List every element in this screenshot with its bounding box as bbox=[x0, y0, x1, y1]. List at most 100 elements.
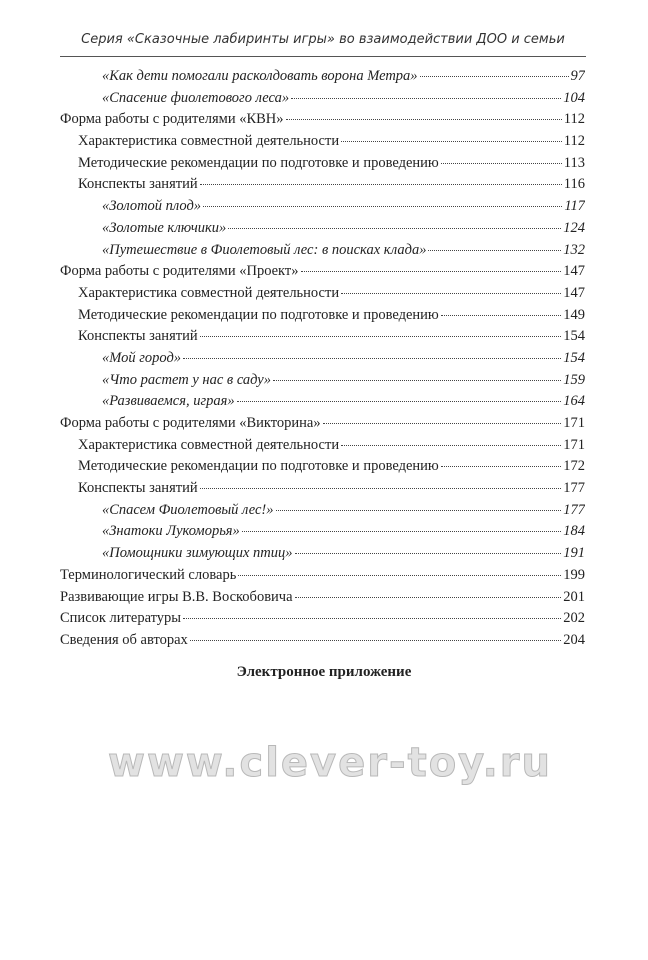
toc-entry[interactable]: «Мой город» 154 bbox=[60, 348, 585, 370]
toc-entry[interactable]: «Как дети помогали расколдовать ворона М… bbox=[60, 66, 585, 88]
toc-entry-page: 97 bbox=[570, 68, 586, 84]
toc-entry-title: «Золотые ключики» bbox=[102, 219, 227, 236]
toc-entry[interactable]: Конспекты занятий 177 bbox=[60, 478, 585, 500]
dot-leader bbox=[428, 249, 562, 251]
dot-leader bbox=[238, 574, 562, 576]
toc-entry-page: 201 bbox=[563, 588, 585, 605]
toc-entry[interactable]: «Золотой плод» 117 bbox=[60, 196, 585, 218]
toc-entry-title: Форма работы с родителями «Проект» bbox=[60, 263, 299, 280]
toc-entry-title: Форма работы с родителями «Викторина» bbox=[60, 415, 321, 431]
toc-entry-page: 171 bbox=[563, 415, 585, 431]
toc-entry-page: 117 bbox=[564, 198, 585, 215]
dot-leader bbox=[228, 227, 562, 229]
dot-leader bbox=[341, 141, 562, 143]
toc-entry[interactable]: Развивающие игры В.В. Воскобовича 201 bbox=[60, 587, 585, 609]
toc-entry-title: «Золотой плод» bbox=[102, 198, 202, 215]
toc-entry-title: Конспекты занятий bbox=[78, 328, 198, 345]
toc-entry-title: Сведения об авторах bbox=[60, 631, 188, 648]
toc-entry-page: 113 bbox=[563, 154, 585, 171]
dot-leader bbox=[203, 206, 563, 208]
dot-leader bbox=[294, 553, 562, 555]
dot-leader bbox=[199, 488, 562, 490]
toc-entry-title: Конспекты занятий bbox=[78, 176, 198, 193]
toc-entry[interactable]: Конспекты занятий 154 bbox=[60, 326, 585, 348]
toc-entry-title: Развивающие игры В.В. Воскобовича bbox=[60, 588, 293, 605]
dot-leader bbox=[275, 509, 562, 511]
dot-leader bbox=[440, 466, 562, 468]
toc-entry[interactable]: Сведения об авторах 204 bbox=[60, 630, 585, 652]
toc-entry-page: 112 bbox=[563, 111, 585, 128]
toc-entry-page: 112 bbox=[563, 133, 585, 150]
dot-leader bbox=[440, 314, 562, 316]
toc-entry-title: «Мой город» bbox=[102, 349, 182, 366]
toc-entry-page: 199 bbox=[563, 566, 585, 583]
dot-leader bbox=[199, 184, 562, 186]
toc-entry[interactable]: Методические рекомендации по подготовке … bbox=[60, 456, 585, 478]
toc-entry[interactable]: «Знатоки Лукоморья» 184 bbox=[60, 521, 585, 543]
toc-entry-page: 104 bbox=[563, 89, 585, 106]
toc-entry-page: 154 bbox=[563, 349, 585, 366]
header-divider bbox=[60, 56, 586, 57]
toc-entry-title: «Спасение фиолетового леса» bbox=[102, 89, 290, 106]
table-of-contents: «Как дети помогали расколдовать ворона М… bbox=[60, 66, 585, 652]
toc-entry-page: 177 bbox=[563, 480, 585, 497]
dot-leader bbox=[183, 357, 562, 359]
toc-entry[interactable]: Характеристика совместной деятельности 17… bbox=[60, 435, 585, 457]
toc-entry-page: 147 bbox=[563, 263, 585, 280]
toc-entry-title: Методические рекомендации по подготовке … bbox=[78, 458, 439, 475]
toc-entry[interactable]: «Спасение фиолетового леса» 104 bbox=[60, 88, 585, 110]
toc-entry-title: Характеристика совместной деятельности bbox=[78, 284, 340, 301]
toc-entry[interactable]: Методические рекомендации по подготовке … bbox=[60, 305, 585, 327]
dot-leader bbox=[236, 401, 562, 403]
dot-leader bbox=[300, 271, 562, 273]
toc-entry[interactable]: «Помощники зимующих птиц» 191 bbox=[60, 543, 585, 565]
toc-entry-page: 159 bbox=[563, 371, 585, 388]
toc-entry-title: Методические рекомендации по подготовке … bbox=[78, 154, 439, 171]
toc-entry[interactable]: Форма работы с родителями «Викторина» 171 bbox=[60, 413, 585, 435]
toc-entry[interactable]: «Развиваемся, играя» 164 bbox=[60, 391, 585, 413]
toc-entry[interactable]: Список литературы 202 bbox=[60, 608, 585, 630]
dot-leader bbox=[291, 97, 562, 99]
toc-entry-title: Список литературы bbox=[60, 610, 182, 627]
toc-entry-title: Конспекты занятий bbox=[78, 480, 198, 497]
dot-leader bbox=[341, 444, 562, 446]
dot-leader bbox=[341, 292, 562, 294]
toc-entry-title: Характеристика совместной деятельности bbox=[78, 436, 340, 453]
toc-entry-title: «Развиваемся, играя» bbox=[102, 393, 235, 410]
toc-entry-page: 191 bbox=[563, 545, 585, 562]
toc-entry[interactable]: Характеристика совместной деятельности 11… bbox=[60, 131, 585, 153]
toc-entry[interactable]: Характеристика совместной деятельности 14… bbox=[60, 283, 585, 305]
dot-leader bbox=[294, 596, 562, 598]
toc-entry[interactable]: «Золотые ключики» 124 bbox=[60, 218, 585, 240]
toc-entry-page: 124 bbox=[563, 219, 585, 236]
toc-entry-title: Характеристика совместной деятельности bbox=[78, 133, 340, 150]
toc-entry[interactable]: Форма работы с родителями «Проект» 147 bbox=[60, 261, 585, 283]
toc-entry[interactable]: «Путешествие в Фиолетовый лес: в поисках… bbox=[60, 240, 585, 262]
dot-leader bbox=[419, 76, 569, 77]
toc-entry-page: 149 bbox=[563, 306, 585, 323]
toc-entry[interactable]: Конспекты занятий 116 bbox=[60, 174, 585, 196]
toc-entry-page: 164 bbox=[563, 393, 585, 410]
dot-leader bbox=[183, 618, 562, 620]
toc-entry-page: 202 bbox=[563, 610, 585, 627]
toc-entry-title: «Что растет у нас в саду» bbox=[102, 371, 271, 388]
dot-leader bbox=[322, 423, 562, 424]
toc-entry[interactable]: «Что растет у нас в саду» 159 bbox=[60, 370, 585, 392]
toc-entry-page: 116 bbox=[563, 176, 585, 193]
toc-entry-title: «Помощники зимующих птиц» bbox=[102, 545, 293, 562]
toc-entry[interactable]: «Спасем Фиолетовый лес!» 177 bbox=[60, 500, 585, 522]
toc-entry[interactable]: Методические рекомендации по подготовке … bbox=[60, 153, 585, 175]
dot-leader bbox=[189, 639, 562, 641]
running-header: Серия «Сказочные лабиринты игры» во взаи… bbox=[81, 32, 565, 47]
dot-leader bbox=[440, 162, 562, 164]
toc-entry-title: Терминологический словарь bbox=[60, 566, 237, 583]
dot-leader bbox=[285, 119, 562, 121]
toc-entry-page: 204 bbox=[563, 631, 585, 648]
toc-entry-page: 132 bbox=[563, 241, 585, 258]
toc-entry-title: «Знатоки Лукоморья» bbox=[102, 523, 240, 540]
toc-entry[interactable]: Терминологический словарь 199 bbox=[60, 565, 585, 587]
appendix-heading: Электронное приложение bbox=[236, 664, 412, 680]
toc-entry-title: Форма работы с родителями «КВН» bbox=[60, 111, 284, 128]
toc-entry[interactable]: Форма работы с родителями «КВН» 112 bbox=[60, 109, 585, 131]
toc-entry-page: 147 bbox=[563, 284, 585, 301]
